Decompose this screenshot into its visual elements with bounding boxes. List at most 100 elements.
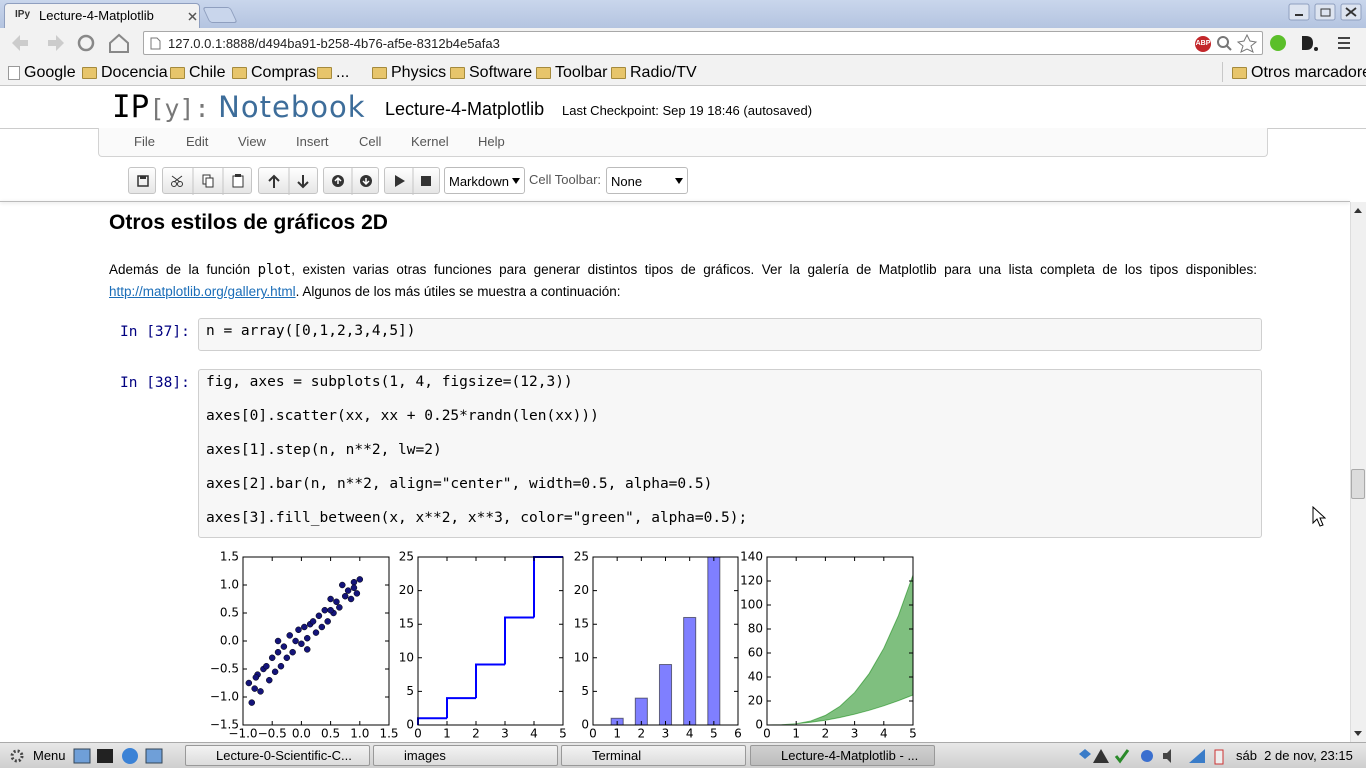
step-segment — [533, 556, 563, 618]
y-tick-label: 0 — [755, 718, 763, 732]
cell-toolbar-value: None — [611, 174, 643, 189]
edit-buttons[interactable] — [162, 167, 252, 195]
scatter-point — [248, 699, 256, 706]
menu-item[interactable]: View — [238, 134, 266, 149]
x-tick-label: 0 — [414, 727, 422, 741]
task-window[interactable]: Lecture-4-Matplotlib - ... — [750, 745, 935, 766]
tab-icon: IPy — [15, 9, 31, 20]
scatter-point — [324, 618, 331, 625]
menu-item[interactable]: Cell — [359, 134, 382, 149]
bookmark-label: Google — [24, 64, 76, 81]
home[interactable] — [109, 33, 129, 53]
checkpoint: Last Checkpoint: Sep 19 18:46 (autosaved… — [562, 103, 813, 118]
scatter-point — [280, 643, 288, 650]
bookmark[interactable]: ... — [317, 64, 349, 82]
bookmark[interactable]: Otros marcadores — [1232, 64, 1366, 82]
minimize[interactable] — [1288, 3, 1310, 21]
scatter-point — [263, 662, 270, 670]
reload[interactable] — [77, 34, 95, 52]
launcher-icons — [10, 748, 163, 764]
bookmark[interactable]: Software — [450, 64, 532, 82]
task-window[interactable]: Lecture-0-Scientific-C... — [185, 745, 370, 766]
tab-close[interactable] — [188, 12, 197, 21]
bookmark[interactable]: Compras — [232, 64, 316, 82]
menu-item[interactable]: Kernel — [411, 134, 449, 149]
scatter-point — [350, 584, 358, 592]
y-tick-label: 1.5 — [220, 550, 239, 564]
code-line: fig, axes = subplots(1, 4, figsize=(12,3… — [206, 374, 573, 390]
y-tick-label: 15 — [574, 617, 589, 631]
x-tick-label: 3 — [662, 727, 670, 741]
bookmark[interactable]: Docencia — [82, 64, 168, 82]
scroll-thumb[interactable] — [1351, 469, 1365, 499]
back[interactable] — [12, 35, 28, 51]
folder-icon — [450, 67, 465, 79]
x-tick-label: 1 — [613, 727, 621, 741]
save-button[interactable] — [128, 167, 156, 194]
prompt: In [37]: — [120, 324, 190, 340]
code-line: n = array([0,1,2,3,4,5]) — [206, 323, 416, 339]
link[interactable]: http://matplotlib.org/gallery.html — [109, 284, 296, 299]
cell-toolbar-label: Cell Toolbar: — [529, 172, 602, 187]
forward[interactable] — [48, 35, 64, 51]
bookmark[interactable]: Google — [8, 64, 76, 82]
x-tick-label: −1.0 — [228, 727, 257, 741]
bookmark[interactable]: Physics — [372, 64, 446, 82]
browser-tab[interactable]: IPy Lecture-4-Matplotlib — [4, 3, 200, 28]
menu-item[interactable]: Edit — [186, 134, 209, 149]
x-tick-label: 1 — [792, 727, 800, 741]
bar — [634, 697, 648, 726]
scatter-point — [251, 685, 258, 692]
run-buttons[interactable] — [384, 167, 440, 195]
bar — [683, 616, 697, 726]
code-line: axes[0].scatter(xx, xx + 0.25*randn(len(… — [206, 408, 599, 424]
bookmark-label: Compras — [251, 64, 316, 81]
y-tick-label: 60 — [748, 646, 763, 660]
notebook-header — [0, 86, 1366, 129]
window-controls — [1288, 3, 1362, 21]
x-tick-label: 4 — [880, 727, 888, 741]
step-segment — [417, 717, 447, 725]
cell-type-select[interactable]: Markdown — [444, 167, 525, 194]
cell-toolbar-select[interactable]: None — [606, 167, 688, 194]
menu-item[interactable]: Insert — [296, 134, 329, 149]
notebook-name[interactable]: Lecture-4-Matplotlib — [385, 99, 545, 119]
adblock-icon[interactable]: ABP — [1195, 36, 1211, 52]
folder-icon — [536, 67, 551, 79]
url: 127.0.0.1:8888/d494ba91-b258-4b76-af5e-8… — [168, 36, 500, 51]
menu-item[interactable]: Help — [478, 134, 505, 149]
x-tick-label: 4 — [686, 727, 694, 741]
page-icon — [8, 66, 20, 80]
code-cell[interactable] — [198, 369, 1262, 538]
scatter-point — [303, 646, 311, 653]
scatter-point — [315, 612, 323, 620]
menu-button[interactable]: Menu — [33, 748, 66, 763]
scatter-point — [312, 629, 320, 636]
bookmark[interactable]: Radio/TV — [611, 64, 697, 82]
bookmark-label: ... — [336, 64, 350, 81]
scatter-point — [318, 623, 326, 631]
restore[interactable] — [1314, 3, 1336, 21]
bookmark-separator — [1222, 62, 1223, 82]
axes-frame — [766, 556, 914, 726]
address-bar[interactable]: 127.0.0.1:8888/d494ba91-b258-4b76-af5e-8… — [143, 31, 1263, 55]
x-tick-label: −0.5 — [258, 727, 287, 741]
insert-buttons[interactable] — [323, 167, 379, 195]
text: , existen varias otras funciones para ge… — [291, 262, 1257, 277]
bookmark[interactable]: Toolbar — [536, 64, 607, 82]
scatter-point — [274, 648, 282, 656]
y-tick-label: 40 — [748, 670, 763, 684]
scatter-point — [283, 654, 291, 662]
task-window[interactable]: images — [373, 745, 558, 766]
logo[interactable]: IP[y]: Notebook — [112, 89, 366, 125]
scatter-point — [327, 595, 334, 603]
bookmark[interactable]: Chile — [170, 64, 225, 82]
menu-item[interactable]: File — [134, 134, 155, 149]
bookmark-label: Radio/TV — [630, 64, 697, 81]
code-line: axes[3].fill_between(x, x**2, x**3, colo… — [206, 510, 748, 526]
move-buttons[interactable] — [258, 167, 318, 195]
axes-frame — [242, 556, 390, 726]
x-tick-label: 3 — [851, 727, 859, 741]
code-cell[interactable] — [198, 318, 1262, 351]
task-window[interactable]: Terminal — [561, 745, 746, 766]
